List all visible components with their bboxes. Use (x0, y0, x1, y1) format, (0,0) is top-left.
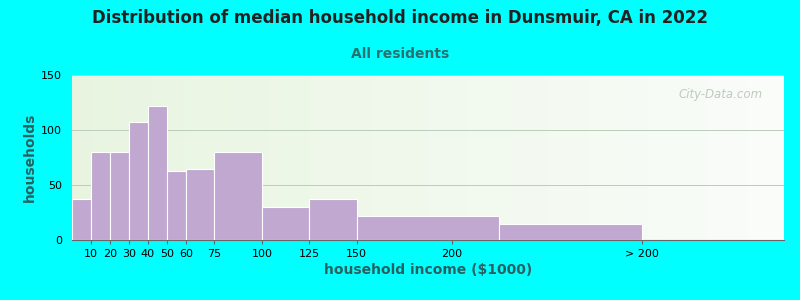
Bar (91, 152, 110, 240)
Text: Distribution of median household income in Dunsmuir, CA in 2022: Distribution of median household income … (92, 9, 708, 27)
Text: City-Data.com: City-Data.com (678, 88, 762, 101)
Bar (214, 152, 262, 240)
Bar (310, 199, 357, 240)
Bar (129, 122, 148, 240)
Bar (499, 224, 642, 240)
Bar (148, 106, 167, 240)
Bar (186, 169, 214, 240)
X-axis label: household income ($1000): household income ($1000) (324, 263, 532, 277)
Bar (72, 199, 91, 240)
Bar (110, 152, 129, 240)
Bar (167, 171, 186, 240)
Bar (262, 207, 310, 240)
Text: All residents: All residents (351, 46, 449, 61)
Bar (357, 216, 499, 240)
Y-axis label: households: households (23, 113, 37, 202)
